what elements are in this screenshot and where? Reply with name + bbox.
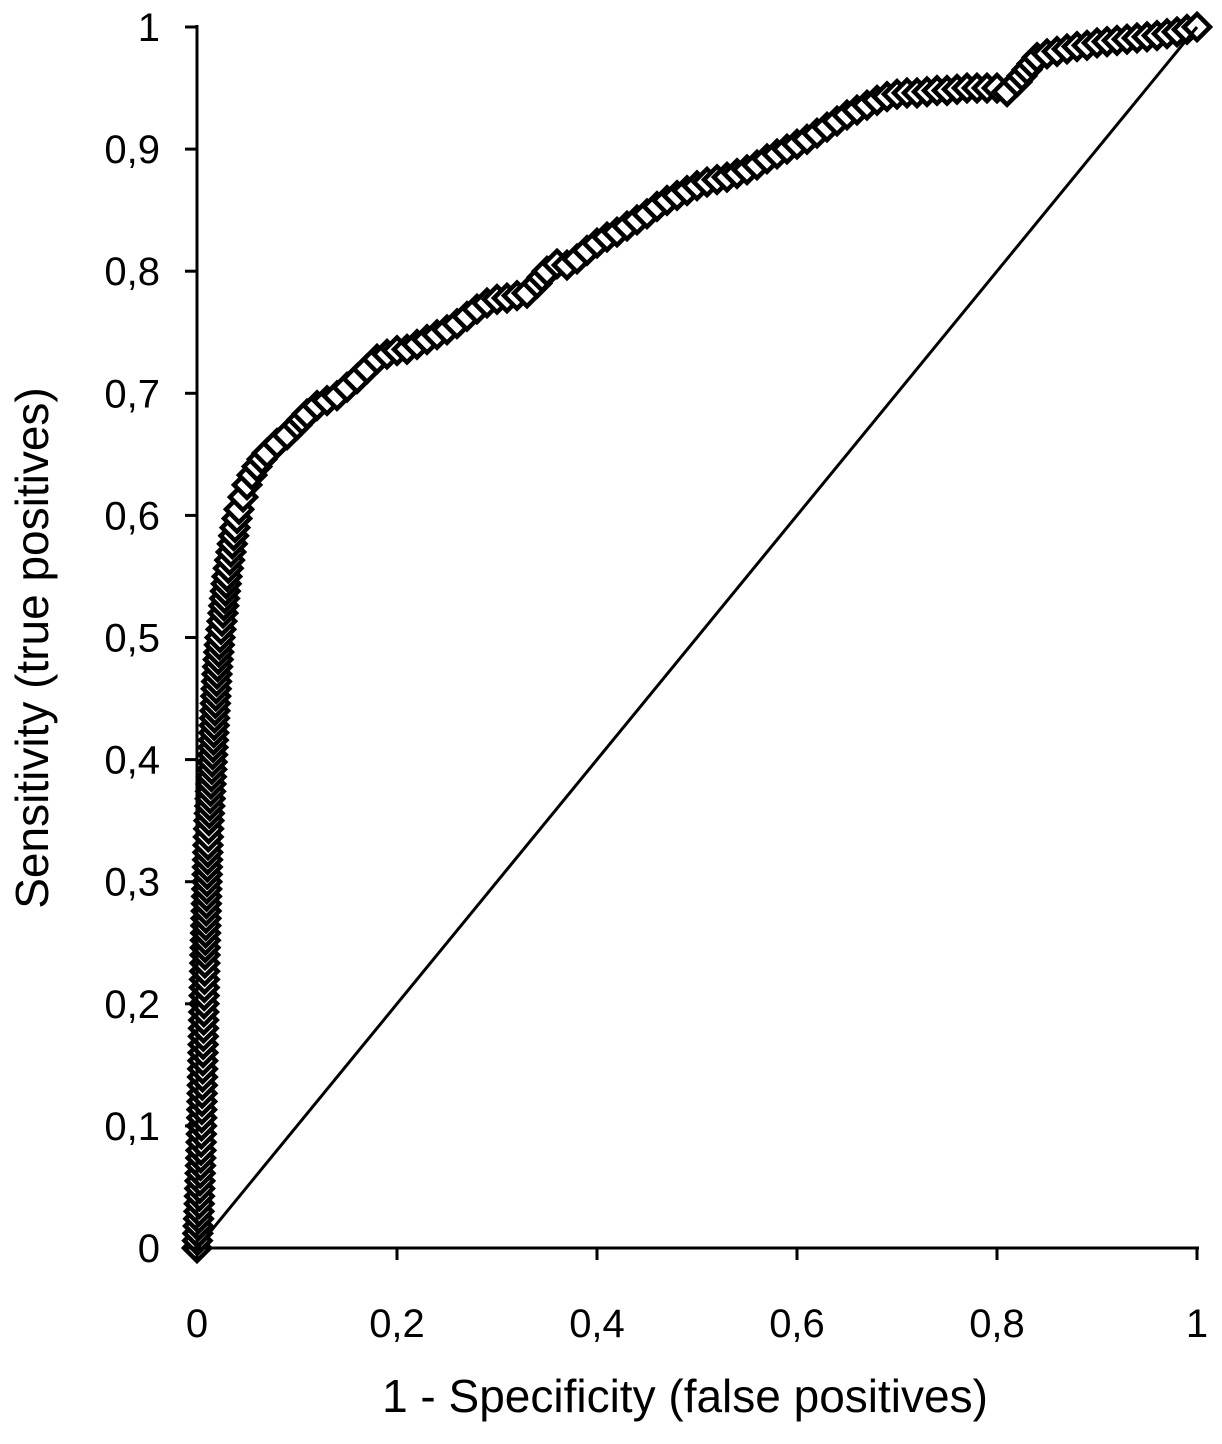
y-axis-title: Sensitivity (true positives) xyxy=(6,387,58,909)
y-tick-label: 0 xyxy=(138,1227,160,1271)
axes: 0 0,1 0,2 0,3 0,4 0,5 0,6 0,7 0,8 0,9 1 0 0,2 0,4 0,6 0… xyxy=(104,6,1208,1346)
y-tick-label: 0,1 xyxy=(104,1105,160,1149)
y-tick-label: 0,8 xyxy=(104,250,160,294)
y-tick-label: 0,3 xyxy=(104,861,160,905)
y-tick-label: 0,2 xyxy=(104,983,160,1027)
y-tick-label: 0,5 xyxy=(104,617,160,661)
x-tick-label: 0,2 xyxy=(369,1302,425,1346)
y-tick-label: 0,4 xyxy=(104,739,160,783)
x-tick-label: 0,8 xyxy=(969,1302,1025,1346)
x-tick-label: 0,4 xyxy=(569,1302,625,1346)
plot-marks xyxy=(180,10,1214,1265)
y-tick-label: 0,9 xyxy=(104,128,160,172)
x-tick-label: 1 xyxy=(1186,1302,1208,1346)
x-tick-label: 0 xyxy=(186,1302,208,1346)
y-tick-label: 0,6 xyxy=(104,494,160,538)
x-tick-label: 0,6 xyxy=(769,1302,825,1346)
y-tick-label: 0,7 xyxy=(104,372,160,416)
reference-line xyxy=(195,26,1199,1249)
y-tick-label: 1 xyxy=(138,6,160,50)
x-axis-title: 1 - Specificity (false positives) xyxy=(382,1370,988,1422)
